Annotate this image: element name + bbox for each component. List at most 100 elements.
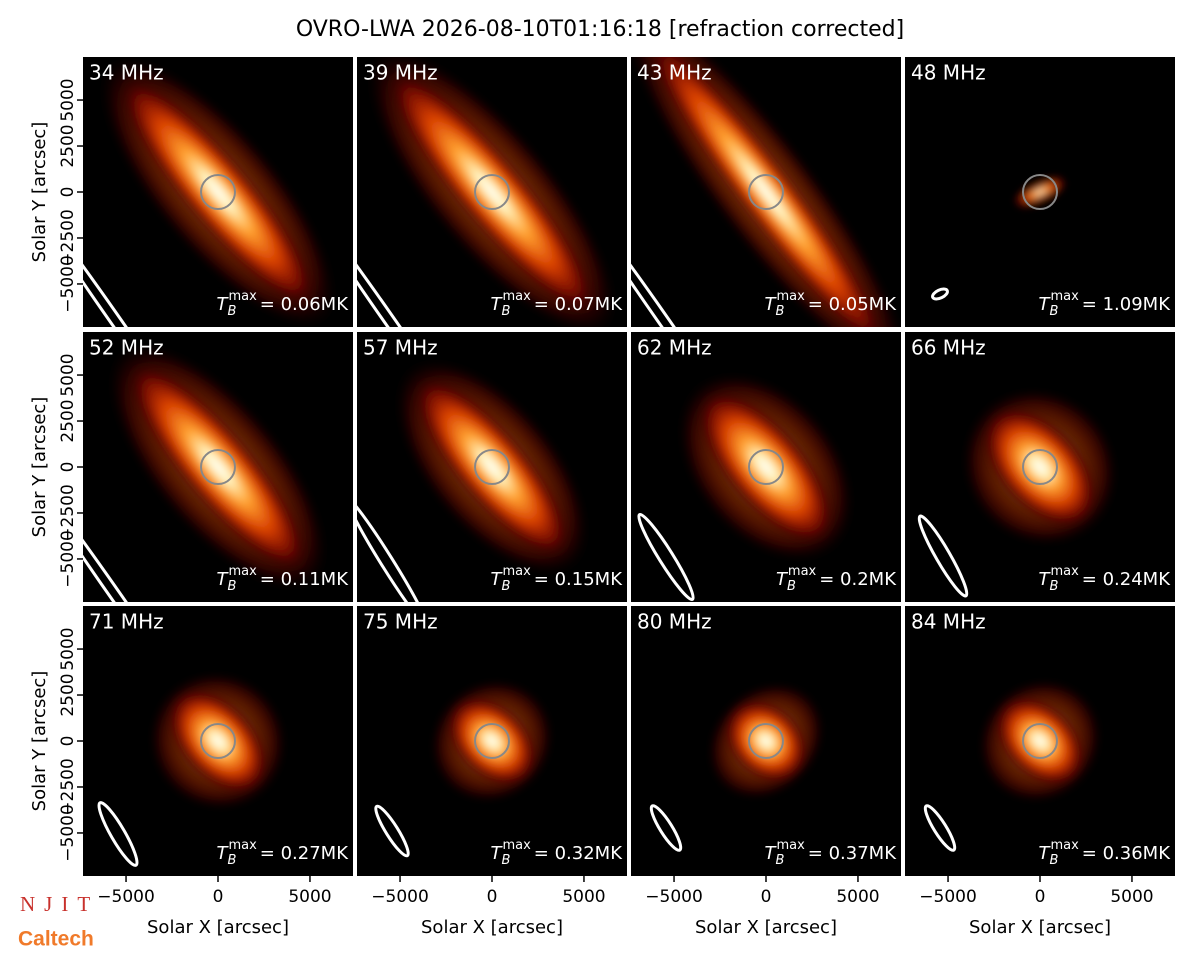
figure-title: OVRO-LWA 2026-08-10T01:16:18 [refraction…: [296, 17, 904, 42]
solar-disk: [748, 174, 784, 210]
peak-temperature: TBmax = 0.2MK: [776, 564, 897, 594]
x-tick-label: 5000: [1110, 887, 1153, 907]
tb-value: = 0.06MK: [260, 294, 349, 315]
peak-temperature: TBmax = 0.37MK: [765, 838, 898, 868]
tb-symbol: T: [217, 294, 230, 315]
emission: [126, 361, 310, 573]
x-axis-label: Solar X [arcsec]: [695, 917, 837, 938]
y-tick-label: 2500: [58, 673, 78, 716]
x-tick-label: 0: [761, 887, 772, 907]
tb-subscript: B: [1050, 853, 1059, 868]
solar-disk: [200, 174, 236, 210]
y-tick-label: −2500: [58, 209, 78, 267]
emission: [167, 688, 269, 794]
beam: [357, 496, 429, 602]
panel: [357, 57, 627, 327]
solar-disk: [474, 449, 510, 485]
beam: [649, 804, 683, 852]
x-tick-label: 0: [487, 887, 498, 907]
tb-superscript: max: [788, 564, 817, 579]
x-tick-label: 5000: [562, 887, 605, 907]
y-tick-label: −2500: [58, 484, 78, 542]
panel: [83, 57, 353, 327]
tb-symbol: T: [1039, 294, 1052, 315]
tb-superscript: max: [1050, 564, 1079, 579]
y-tick-label: 5000: [58, 627, 78, 670]
solar-disk: [474, 723, 510, 759]
beam: [917, 514, 969, 598]
y-tick-label: −5000: [58, 255, 78, 313]
tb-symbol: T: [1039, 569, 1052, 590]
caltech-logo: Caltech: [18, 928, 94, 951]
y-tick-label: 5000: [58, 353, 78, 396]
peak-temperature: TBmax = 0.11MK: [217, 564, 350, 594]
panel: [631, 332, 901, 602]
peak-temperature: TBmax = 0.32MK: [491, 838, 624, 868]
x-axis-label: Solar X [arcsec]: [969, 917, 1111, 938]
tb-value: = 0.15MK: [534, 569, 623, 590]
peak-temperature: TBmax = 0.36MK: [1039, 838, 1172, 868]
tb-superscript: max: [228, 289, 257, 304]
solar-disk: [474, 174, 510, 210]
tb-value: = 0.32MK: [534, 843, 623, 864]
beam: [83, 200, 195, 327]
y-tick-label: 2500: [58, 399, 78, 442]
beam: [374, 804, 410, 858]
tb-symbol: T: [491, 843, 504, 864]
x-axis-label: Solar X [arcsec]: [147, 917, 289, 938]
tb-subscript: B: [228, 853, 237, 868]
tb-symbol: T: [1039, 843, 1052, 864]
solar-disk: [1022, 723, 1058, 759]
y-axis-label: Solar Y [arcsec]: [29, 397, 50, 538]
tb-superscript: max: [502, 289, 531, 304]
x-tick-label: 0: [213, 887, 224, 907]
y-axis-label: Solar Y [arcsec]: [29, 122, 50, 263]
peak-temperature: TBmax = 1.09MK: [1039, 289, 1172, 319]
tb-subscript: B: [502, 579, 511, 594]
panel-title: 34 MHz: [89, 61, 164, 85]
emission: [643, 57, 889, 327]
y-tick-label: 0: [58, 187, 78, 198]
tb-value: = 0.27MK: [260, 843, 349, 864]
x-tick-label: −5000: [919, 887, 977, 907]
beam: [931, 287, 949, 301]
y-tick-label: 0: [58, 736, 78, 747]
tb-superscript: max: [776, 838, 805, 853]
tb-symbol: T: [491, 294, 504, 315]
tb-symbol: T: [765, 843, 778, 864]
tb-superscript: max: [1050, 289, 1079, 304]
beam: [923, 804, 957, 852]
tb-symbol: T: [217, 843, 230, 864]
tb-superscript: max: [228, 564, 257, 579]
tb-value: = 0.2MK: [819, 569, 897, 590]
panel-title: 57 MHz: [363, 336, 438, 360]
panel-title: 84 MHz: [911, 610, 986, 634]
tb-subscript: B: [228, 579, 237, 594]
tb-value: = 0.07MK: [534, 294, 623, 315]
tb-value: = 0.11MK: [260, 569, 349, 590]
emission: [995, 696, 1085, 786]
tb-value: = 0.05MK: [808, 294, 897, 315]
tb-superscript: max: [502, 564, 531, 579]
panel-title: 80 MHz: [637, 610, 712, 634]
peak-temperature: TBmax = 0.05MK: [765, 289, 898, 319]
panel: [905, 57, 1175, 327]
tb-superscript: max: [1050, 838, 1079, 853]
panel: [83, 606, 353, 876]
tb-subscript: B: [776, 853, 785, 868]
x-tick-label: −5000: [645, 887, 703, 907]
tb-symbol: T: [217, 569, 230, 590]
peak-temperature: TBmax = 0.15MK: [491, 564, 624, 594]
panel: [905, 332, 1175, 602]
solar-disk: [1022, 174, 1058, 210]
panel: [357, 606, 627, 876]
solar-disk: [200, 449, 236, 485]
tb-subscript: B: [228, 304, 237, 319]
tb-superscript: max: [502, 838, 531, 853]
beam: [83, 475, 195, 602]
peak-temperature: TBmax = 0.06MK: [217, 289, 350, 319]
tb-subscript: B: [1050, 304, 1059, 319]
panel-title: 71 MHz: [89, 610, 164, 634]
panel: [631, 57, 901, 327]
